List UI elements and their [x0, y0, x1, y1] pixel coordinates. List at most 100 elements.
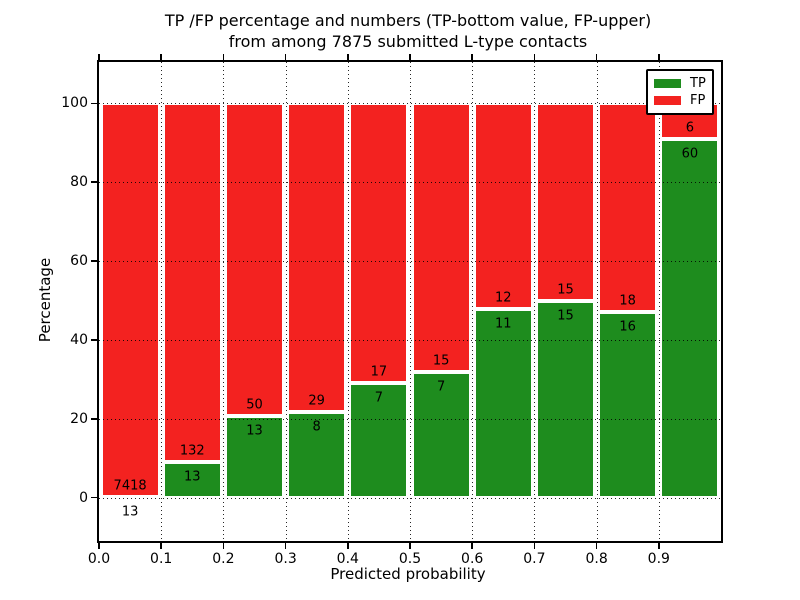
x-axis-label: Predicted probability: [330, 565, 486, 583]
bar-annotation-fp: 15: [432, 353, 450, 369]
y-tick-label: 0: [79, 489, 88, 506]
bar-annotation-tp: 11: [495, 316, 512, 332]
x-tick-label: 0.0: [87, 551, 111, 567]
x-tick-mark: [533, 543, 536, 549]
bar-annotation-fp: 29: [308, 393, 325, 409]
x-tick-mark-top: [222, 54, 225, 60]
bar-annotation-tp: 7: [436, 379, 446, 395]
x-tick-label: 0.7: [523, 551, 546, 567]
x-tick-mark-top: [284, 54, 287, 60]
legend: TP FP: [646, 69, 714, 115]
bar-annotation-fp: 15: [557, 282, 574, 297]
x-tick-mark-top: [409, 54, 411, 60]
x-tick-mark: [409, 543, 411, 549]
y-axis-label: Percentage: [36, 257, 54, 343]
y-tick-mark: [91, 418, 97, 420]
gridline-vertical: [223, 62, 225, 541]
chart-title-line1: TP /FP percentage and numbers (TP-bottom…: [164, 11, 652, 30]
bar-annotation-tp: 7: [374, 390, 384, 406]
tp-legend-label: TP: [690, 76, 706, 91]
bar-annotation-fp: 17: [370, 364, 388, 380]
bar-segment-tp: [535, 300, 596, 498]
y-tick-mark: [91, 496, 97, 499]
x-tick-label: 0.6: [461, 551, 484, 567]
bar-segment-fp: [473, 103, 533, 310]
bar-annotation-tp: 15: [557, 308, 574, 323]
bar-annotation-tp: 13: [246, 423, 263, 439]
bar-segment-fp: [598, 103, 658, 313]
x-tick-mark-top: [471, 54, 473, 60]
x-tick-mark: [595, 543, 598, 549]
x-tick-mark-top: [160, 54, 162, 60]
bar-annotation-fp: 7418: [113, 478, 147, 494]
bar-segment-fp: [100, 103, 160, 497]
x-tick-mark-top: [347, 54, 349, 60]
bar-segment-tp: [349, 382, 409, 498]
x-tick-label: 0.4: [336, 551, 359, 567]
bar-segment-fp: [349, 103, 409, 383]
bar-segment-fp: [162, 103, 222, 463]
bar-segment-fp: [411, 103, 471, 373]
legend-item-fp: FP: [654, 94, 706, 107]
bar-annotation-tp: 60: [681, 146, 699, 162]
bar-segment-fp: [224, 103, 285, 417]
bar-annotation-fp: 50: [246, 397, 263, 413]
bar-annotation-tp: 16: [619, 319, 636, 335]
y-tick-mark: [91, 181, 97, 183]
x-tick-label: 0.5: [398, 551, 422, 567]
gridline-vertical: [596, 62, 598, 541]
gridline-vertical: [534, 62, 536, 541]
y-tick-label: 20: [70, 410, 88, 427]
bar-annotation-fp: 132: [179, 443, 205, 459]
y-tick-mark: [91, 260, 97, 262]
bar-segment-tp: [473, 309, 533, 498]
x-tick-mark: [222, 543, 225, 549]
bar-segment-tp: [162, 462, 222, 498]
gridline-vertical: [410, 62, 411, 541]
x-tick-mark-top: [98, 54, 100, 60]
bar-annotation-fp: 6: [685, 120, 695, 136]
gridline-vertical: [161, 62, 163, 541]
y-tick-label: 40: [70, 331, 88, 348]
x-tick-label: 0.8: [585, 551, 608, 567]
x-tick-mark: [471, 543, 473, 549]
gridline-vertical: [472, 62, 474, 541]
x-tick-mark-top: [595, 54, 598, 60]
x-tick-mark-top: [658, 54, 660, 60]
gridline-vertical: [347, 62, 349, 541]
x-tick-label: 0.9: [647, 551, 670, 567]
y-tick-label: 100: [61, 95, 88, 112]
bar-segment-tp: [411, 372, 471, 498]
legend-item-tp: TP: [654, 77, 706, 90]
bar-annotation-tp: 13: [121, 504, 139, 520]
bar-segment-fp: [535, 103, 596, 301]
x-tick-label: 0.2: [212, 551, 235, 567]
x-tick-mark: [98, 543, 100, 549]
x-tick-mark: [347, 543, 349, 549]
fp-legend-label: FP: [690, 93, 706, 108]
x-tick-label: 0.1: [150, 551, 173, 567]
x-tick-label: 0.3: [274, 551, 297, 567]
plot-area: TP FP 7418 13 132 13 50 13 29 8 17 7 15 7 12 11 15 15 18…: [61, 54, 723, 567]
x-tick-mark: [160, 543, 162, 549]
y-tick-label: 60: [70, 253, 88, 270]
y-tick-label: 80: [70, 174, 88, 191]
bar-annotation-tp: 13: [184, 469, 201, 485]
bar-segment-tp: [287, 412, 347, 498]
x-tick-mark: [284, 543, 287, 549]
chart-title-line2: from among 7875 submitted L-type contact…: [228, 32, 588, 51]
bar-segment-tp: [598, 312, 658, 498]
bar-annotation-fp: 18: [619, 293, 636, 309]
fp-legend-swatch-icon: [654, 96, 681, 105]
bar-annotation-tp: 8: [312, 419, 321, 435]
chart-title: TP /FP percentage and numbers (TP-bottom…: [97, 10, 719, 52]
bar-segment-tp: [660, 139, 720, 498]
y-tick-mark: [91, 102, 97, 105]
tp-legend-swatch-icon: [654, 79, 681, 88]
bar-annotation-fp: 12: [495, 290, 512, 306]
x-tick-mark-top: [533, 54, 536, 60]
bar-segment-fp: [287, 103, 347, 413]
gridline-vertical: [285, 62, 287, 541]
gridline-vertical: [658, 62, 660, 541]
